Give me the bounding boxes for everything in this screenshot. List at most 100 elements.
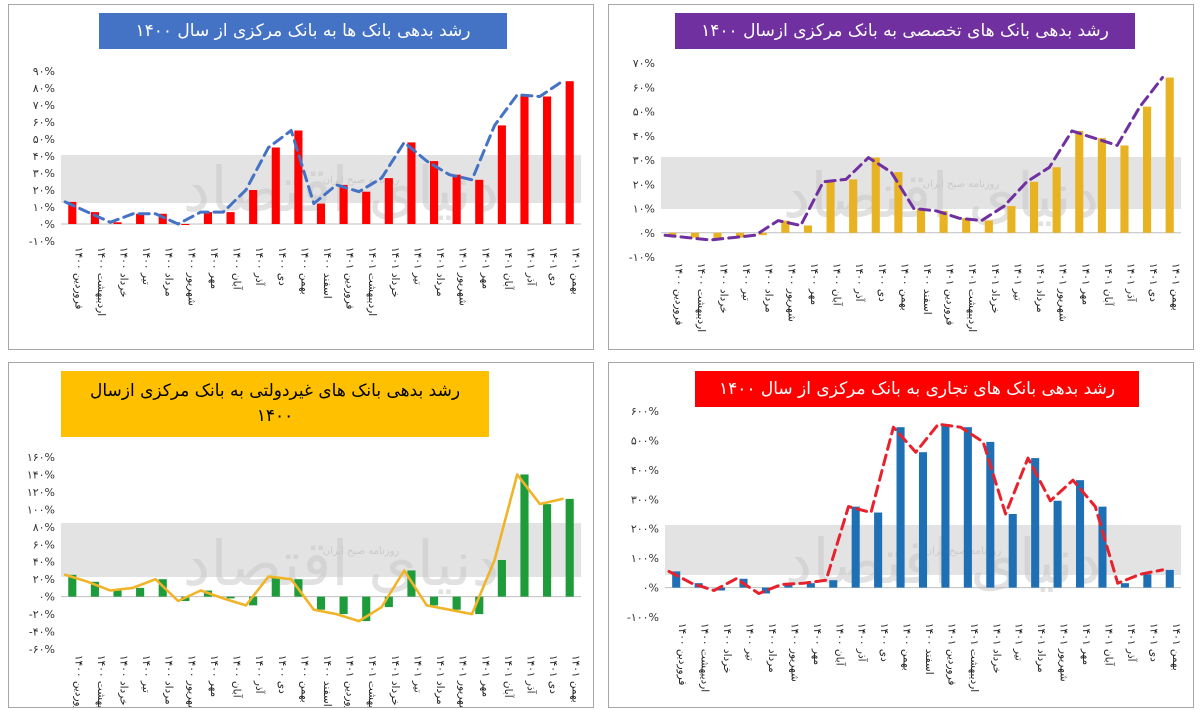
category-label: اسفند ۱۴۰۰	[321, 655, 333, 707]
category-label: فروردین ۱۴۰۱	[344, 247, 356, 309]
bar	[90, 212, 99, 224]
y-tick-label: ۳۰%	[633, 154, 655, 167]
category-label: شهریور ۱۴۰۰	[785, 263, 797, 322]
category-label: مرداد ۱۴۰۱	[434, 655, 446, 705]
category-label: خرداد ۱۴۰۰	[118, 247, 130, 297]
watermark-band	[61, 155, 581, 203]
watermark-band	[61, 523, 581, 577]
category-label: دی ۱۴۰۰	[878, 623, 890, 662]
bar	[849, 179, 858, 233]
category-label: شهریور ۱۴۰۱	[1058, 623, 1070, 682]
y-tick-label: -۱۰%	[629, 251, 655, 264]
category-label: بهمن ۱۴۰۰	[898, 263, 910, 311]
category-label: تیر ۱۴۰۰	[140, 247, 152, 285]
category-label: تیر ۱۴۰۰	[140, 655, 152, 693]
category-label: خرداد ۱۴۰۱	[389, 247, 401, 297]
watermark-band	[661, 157, 1181, 209]
category-label: بهمن ۱۴۰۰	[298, 247, 310, 295]
category-label: آذر ۱۴۰۱	[1125, 623, 1138, 663]
category-label: شهریور ۱۴۰۱	[457, 247, 469, 306]
bar	[1007, 206, 1016, 233]
category-label: خرداد ۱۴۰۰	[721, 623, 733, 673]
bar	[249, 596, 258, 606]
category-label: شهریور ۱۴۰۱	[1057, 263, 1069, 322]
bar	[226, 212, 235, 224]
category-label: شهریور ۱۴۰۰	[788, 623, 800, 682]
category-label: فروردین ۱۴۰۰	[672, 263, 684, 325]
bar	[829, 580, 838, 588]
bar	[497, 559, 506, 597]
category-label: بهمن ۱۴۰۱	[1170, 623, 1182, 671]
y-tick-label: ۶۰۰%	[631, 405, 659, 418]
category-label: فروردین ۱۴۰۱	[944, 263, 956, 325]
y-tick-label: ۸۰%	[33, 521, 55, 534]
bar	[543, 96, 552, 224]
category-label: تیر ۱۴۰۱	[411, 247, 423, 285]
bar	[249, 190, 258, 224]
category-label: بهمن ۱۴۰۰	[298, 655, 310, 703]
bar	[916, 208, 926, 233]
category-label: مهر ۱۴۰۰	[208, 655, 220, 697]
category-label: آبان ۱۴۰۰	[231, 655, 244, 699]
category-label: آبان ۱۴۰۱	[1102, 623, 1115, 667]
category-label: دی ۱۴۰۰	[276, 247, 288, 286]
category-label: آبان ۱۴۰۱	[1102, 263, 1115, 307]
category-label: دی ۱۴۰۱	[547, 655, 559, 694]
category-label: اردیبهشت ۱۴۰۱	[366, 655, 378, 707]
bar	[781, 220, 790, 233]
category-label: مهر ۱۴۰۰	[811, 623, 823, 665]
y-tick-label: ۲۰%	[33, 573, 55, 586]
y-tick-label: ۱۴۰%	[27, 468, 55, 481]
bar	[939, 210, 948, 233]
category-label: دی ۱۴۰۱	[1147, 623, 1159, 662]
bar	[918, 452, 928, 588]
y-tick-label: ۵۰%	[33, 133, 55, 146]
bar	[1029, 181, 1039, 233]
bar	[384, 178, 393, 224]
bar	[1143, 106, 1152, 233]
category-label: دی ۱۴۰۰	[876, 263, 888, 302]
bar	[294, 130, 303, 224]
category-label: مهر ۱۴۰۱	[1079, 263, 1091, 305]
category-label: خرداد ۱۴۰۱	[989, 263, 1001, 313]
bar	[1052, 167, 1061, 233]
category-label: مهر ۱۴۰۱	[1080, 623, 1092, 665]
category-label: مرداد ۱۴۰۰	[163, 247, 175, 297]
category-label: خرداد ۱۴۰۰	[118, 655, 130, 705]
category-label: آذر ۱۴۰۰	[853, 263, 866, 303]
chart-title: رشد بدهی بانک های تخصصی به بانک مرکزی از…	[675, 13, 1135, 49]
bar	[1098, 506, 1107, 588]
bar	[1031, 458, 1040, 588]
watermark-text: روزنامه صبح ایران	[923, 179, 1000, 190]
panel-nongov: دنیای اقتصاد روزنامه صبح ایران -۶۰% -۴۰% -۲۰…	[8, 362, 594, 708]
category-label: فروردین ۱۴۰۱	[945, 623, 957, 685]
category-label: مرداد ۱۴۰۱	[434, 247, 446, 297]
category-label: مرداد ۱۴۰۰	[766, 623, 778, 673]
y-tick-label: ۰%	[39, 218, 55, 231]
bar	[826, 181, 835, 233]
bar	[475, 596, 484, 615]
bar	[736, 232, 745, 238]
category-label: خرداد ۱۴۰۱	[990, 623, 1002, 673]
bar	[1165, 77, 1174, 233]
bar	[520, 94, 529, 224]
category-label: اردیبهشت ۱۴۰۱	[968, 623, 980, 692]
bar	[520, 474, 529, 597]
bar	[963, 427, 972, 588]
category-label: آبان ۱۴۰۰	[231, 247, 244, 291]
category-label: اردیبهشت ۱۴۰۰	[95, 655, 107, 707]
bar	[690, 232, 699, 238]
y-tick-label: ۶۰%	[33, 116, 55, 129]
bar	[158, 213, 167, 224]
chart-title: رشد بدهی بانک ها به بانک مرکزی از سال ۱۴…	[99, 13, 507, 49]
bar	[761, 587, 770, 594]
trend-line	[63, 79, 564, 226]
bar	[871, 157, 880, 233]
category-label: مرداد ۱۴۰۱	[1035, 623, 1047, 673]
watermark-logo: دنیای اقتصاد	[183, 527, 500, 600]
panel-specialized: دنیای اقتصاد روزنامه صبح ایران -۱۰% ۰% ۱۰% ۲۰…	[608, 4, 1194, 350]
category-label: آبان ۱۴۰۱	[502, 247, 515, 291]
y-tick-label: ۹۰%	[33, 65, 55, 78]
